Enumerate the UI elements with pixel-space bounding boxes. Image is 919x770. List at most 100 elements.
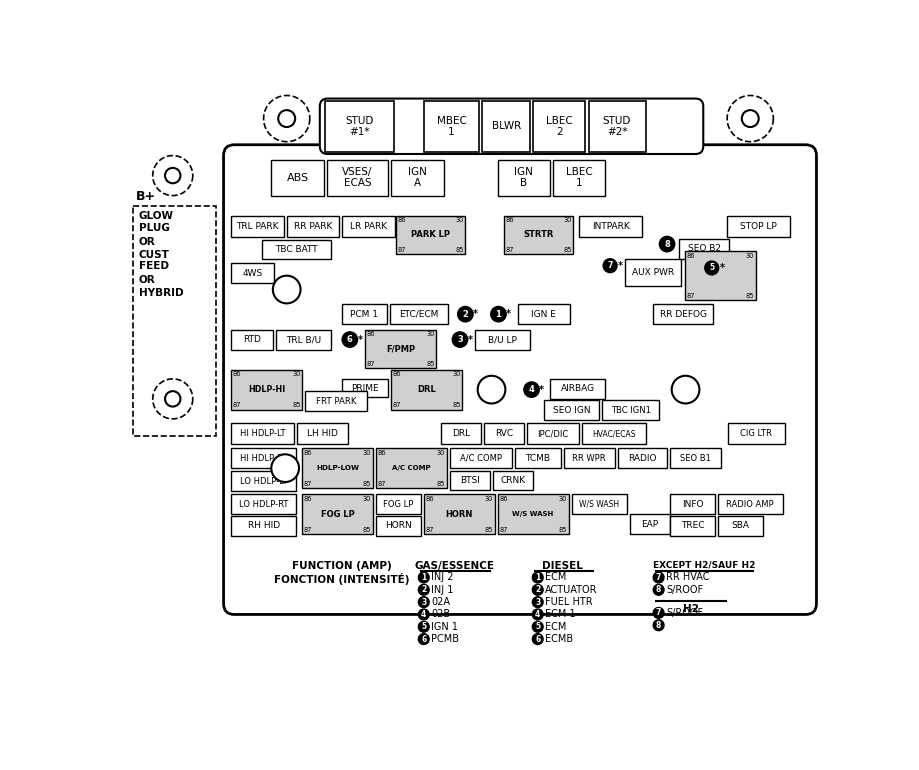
Text: 86: 86: [425, 496, 434, 502]
Text: 85: 85: [558, 527, 566, 533]
Text: FOG LP: FOG LP: [321, 510, 354, 519]
Text: 5: 5: [709, 263, 713, 273]
Bar: [342, 304, 386, 324]
Text: H2: H2: [682, 604, 698, 614]
Circle shape: [271, 454, 299, 482]
Text: 87: 87: [392, 402, 401, 408]
Text: *: *: [472, 310, 478, 319]
Text: TRL PARK: TRL PARK: [236, 222, 278, 231]
Text: 7: 7: [655, 608, 661, 618]
Bar: [271, 160, 323, 196]
Text: RADIO: RADIO: [628, 454, 656, 463]
Bar: [391, 370, 461, 410]
Circle shape: [532, 597, 542, 608]
Text: SBA: SBA: [731, 521, 748, 531]
Text: 30: 30: [437, 450, 445, 456]
Text: IGN 1: IGN 1: [431, 622, 458, 631]
Text: B+: B+: [136, 190, 155, 203]
Text: 7: 7: [655, 573, 661, 582]
Text: 86: 86: [377, 450, 386, 456]
Text: 3: 3: [535, 598, 539, 607]
Bar: [482, 101, 529, 152]
Text: 4: 4: [528, 385, 534, 394]
Bar: [669, 516, 714, 536]
FancyBboxPatch shape: [320, 99, 702, 154]
Circle shape: [418, 584, 428, 595]
Text: 86: 86: [397, 217, 405, 223]
Text: 2: 2: [421, 585, 425, 594]
Bar: [301, 494, 372, 534]
Circle shape: [490, 306, 505, 322]
Bar: [517, 304, 570, 324]
Bar: [717, 494, 782, 514]
Text: 30: 30: [484, 496, 493, 502]
Bar: [474, 330, 529, 350]
Bar: [326, 160, 388, 196]
Bar: [588, 101, 645, 152]
Text: EXCEPT H2/SAUF H2: EXCEPT H2/SAUF H2: [652, 561, 754, 570]
Bar: [669, 494, 714, 514]
Circle shape: [659, 236, 674, 252]
Bar: [514, 448, 561, 468]
Bar: [424, 494, 494, 534]
Text: INJ 1: INJ 1: [431, 585, 453, 594]
Text: FRT PARK: FRT PARK: [315, 397, 356, 406]
Text: CUST: CUST: [139, 250, 169, 260]
Bar: [678, 239, 728, 259]
Bar: [395, 216, 465, 254]
Text: PLUG: PLUG: [139, 223, 169, 233]
Text: 5: 5: [535, 622, 539, 631]
Text: 7: 7: [607, 261, 612, 270]
Text: STUD
#2*: STUD #2*: [602, 116, 630, 137]
Text: IPC/DIC: IPC/DIC: [537, 429, 568, 438]
Bar: [297, 424, 348, 444]
Text: GLOW: GLOW: [139, 212, 174, 222]
Bar: [493, 471, 532, 490]
Circle shape: [418, 572, 428, 583]
Bar: [231, 370, 301, 410]
Bar: [376, 516, 420, 536]
Text: LBEC
1: LBEC 1: [565, 167, 592, 189]
Text: HDLP-LOW: HDLP-LOW: [316, 465, 358, 471]
Text: PCM 1: PCM 1: [350, 310, 378, 319]
Bar: [342, 379, 388, 397]
FancyBboxPatch shape: [223, 145, 815, 614]
Text: 30: 30: [745, 253, 754, 259]
Text: TREC: TREC: [680, 521, 703, 531]
Text: TCMB: TCMB: [525, 454, 550, 463]
Text: 87: 87: [233, 402, 241, 408]
Bar: [440, 424, 481, 444]
Text: FONCTION (INTENSITÉ): FONCTION (INTENSITÉ): [274, 573, 410, 585]
Bar: [483, 424, 523, 444]
Text: HORN: HORN: [445, 510, 472, 519]
Text: STOP LP: STOP LP: [740, 222, 777, 231]
Text: 87: 87: [303, 480, 312, 487]
Text: 87: 87: [686, 293, 694, 299]
Circle shape: [457, 306, 472, 322]
Text: PARK LP: PARK LP: [411, 230, 449, 239]
Text: DRL: DRL: [451, 429, 470, 438]
Text: 87: 87: [377, 480, 386, 487]
Text: 86: 86: [392, 371, 401, 377]
Text: 30: 30: [558, 496, 566, 502]
Text: 02A: 02A: [431, 598, 450, 607]
Circle shape: [652, 620, 664, 631]
Bar: [449, 448, 511, 468]
Circle shape: [418, 609, 428, 620]
Text: STRTR: STRTR: [523, 230, 553, 239]
Text: VSES/
ECAS: VSES/ ECAS: [342, 167, 372, 189]
Bar: [287, 216, 339, 237]
Bar: [449, 471, 490, 490]
Text: 1: 1: [421, 573, 425, 582]
Text: 87: 87: [499, 527, 507, 533]
Text: BLWR: BLWR: [491, 122, 520, 131]
Text: RR WPR: RR WPR: [572, 454, 606, 463]
Text: 30: 30: [292, 371, 301, 377]
Text: FEED: FEED: [139, 262, 169, 272]
Circle shape: [532, 621, 542, 632]
Text: 3: 3: [457, 335, 462, 344]
Text: 4: 4: [535, 610, 539, 619]
Text: LO HDLP-RT: LO HDLP-RT: [239, 500, 288, 509]
Bar: [424, 101, 479, 152]
Text: SEO B2: SEO B2: [686, 244, 720, 253]
